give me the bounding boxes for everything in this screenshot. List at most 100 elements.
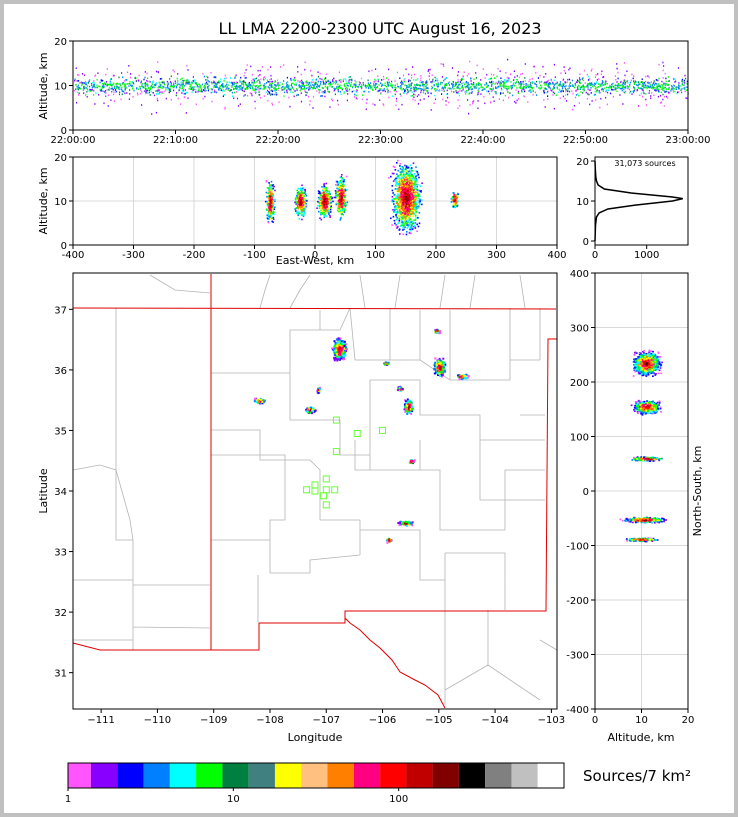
- time-altitude-source: [444, 78, 446, 81]
- ew-source: [337, 181, 340, 184]
- ew-source: [417, 199, 419, 202]
- time-altitude-source: [535, 72, 537, 74]
- time-altitude-source: [666, 90, 668, 93]
- ew-source: [319, 192, 321, 195]
- ew-source: [302, 195, 304, 197]
- ew-source: [326, 212, 328, 214]
- time-altitude-source: [329, 83, 332, 86]
- time-altitude-source: [545, 82, 547, 84]
- time-altitude-source: [203, 86, 205, 89]
- ew-source: [399, 188, 402, 191]
- time-altitude-source: [150, 85, 152, 87]
- time-altitude-source: [185, 112, 187, 114]
- time-altitude-source: [380, 87, 382, 90]
- time-altitude-source: [620, 81, 622, 83]
- time-altitude-source: [596, 89, 598, 92]
- time-altitude-source: [342, 80, 344, 82]
- time-altitude-source: [262, 84, 264, 87]
- time-altitude-source: [410, 95, 412, 97]
- ew-source: [401, 176, 404, 179]
- time-altitude-source: [346, 88, 349, 90]
- ew-source: [395, 198, 397, 200]
- time-altitude-source: [200, 87, 202, 90]
- time-altitude-source: [331, 83, 333, 85]
- time-altitude-source: [361, 94, 364, 96]
- time-altitude-source: [250, 87, 252, 90]
- time-altitude-source: [382, 103, 384, 105]
- ew-source: [402, 198, 405, 200]
- time-altitude-source: [507, 80, 509, 82]
- time-altitude-source: [263, 86, 265, 88]
- time-altitude-source: [409, 80, 411, 82]
- time-altitude-source: [265, 86, 267, 88]
- time-altitude-source: [108, 87, 110, 89]
- ew-source: [404, 192, 407, 195]
- time-altitude-source: [413, 88, 415, 91]
- time-altitude-source: [345, 78, 347, 81]
- ew-source: [411, 177, 414, 180]
- time-altitude-source: [499, 93, 502, 95]
- time-altitude-source: [240, 88, 242, 91]
- ew-source: [399, 194, 402, 196]
- ew-source: [325, 194, 328, 196]
- ew-source: [405, 170, 407, 172]
- time-altitude-source: [513, 85, 515, 87]
- ew-source: [399, 165, 401, 167]
- ew-source: [400, 206, 402, 209]
- time-altitude-source: [380, 92, 382, 94]
- time-altitude-source: [498, 82, 500, 84]
- time-altitude-source: [353, 90, 355, 92]
- ew-source: [297, 199, 299, 201]
- time-altitude-source: [491, 85, 493, 87]
- time-altitude-source: [656, 86, 658, 88]
- time-altitude-source: [155, 90, 157, 92]
- ew-source: [407, 188, 410, 191]
- time-altitude-source: [398, 108, 400, 111]
- ew-source: [272, 221, 274, 223]
- time-altitude-source: [147, 85, 149, 87]
- time-altitude-source: [164, 90, 166, 93]
- time-altitude-source: [652, 87, 654, 90]
- time-altitude-source: [384, 84, 386, 87]
- time-altitude-source: [124, 92, 126, 95]
- time-altitude-source: [124, 88, 126, 91]
- ew-source: [401, 224, 403, 227]
- time-altitude-source: [415, 88, 418, 91]
- time-altitude-source: [259, 74, 261, 76]
- time-altitude-source: [228, 81, 230, 84]
- time-altitude-source: [619, 84, 621, 87]
- ew-source: [326, 209, 328, 212]
- time-altitude-source: [391, 84, 393, 87]
- time-altitude-source: [469, 92, 471, 94]
- ew-source: [396, 185, 399, 187]
- time-altitude-source: [140, 81, 142, 84]
- time-altitude-source: [668, 92, 670, 94]
- time-altitude-source: [521, 90, 523, 92]
- time-altitude-source: [167, 86, 169, 89]
- time-altitude-source: [351, 79, 353, 82]
- time-altitude-source: [399, 93, 401, 95]
- time-altitude-source: [516, 78, 518, 81]
- time-altitude-source: [83, 88, 85, 91]
- time-altitude-source: [488, 78, 490, 81]
- time-altitude-source: [284, 86, 286, 89]
- time-altitude-source: [263, 95, 265, 97]
- ew-source: [403, 175, 406, 178]
- ew-source: [399, 162, 402, 165]
- time-altitude-source: [627, 82, 629, 84]
- time-altitude-source: [490, 73, 493, 76]
- time-altitude-source: [180, 87, 182, 90]
- time-altitude-source: [624, 91, 626, 94]
- time-altitude-source: [85, 83, 87, 86]
- time-altitude-source: [326, 86, 328, 89]
- ew-source: [297, 197, 299, 200]
- time-altitude-source: [540, 87, 542, 89]
- ew-source: [325, 187, 328, 189]
- time-altitude-source: [325, 81, 327, 84]
- time-altitude-source: [443, 65, 445, 67]
- time-altitude-source: [540, 81, 543, 83]
- time-altitude-source: [457, 91, 459, 93]
- time-altitude-source: [425, 82, 427, 84]
- time-altitude-source: [446, 93, 449, 95]
- time-altitude-source: [553, 107, 555, 110]
